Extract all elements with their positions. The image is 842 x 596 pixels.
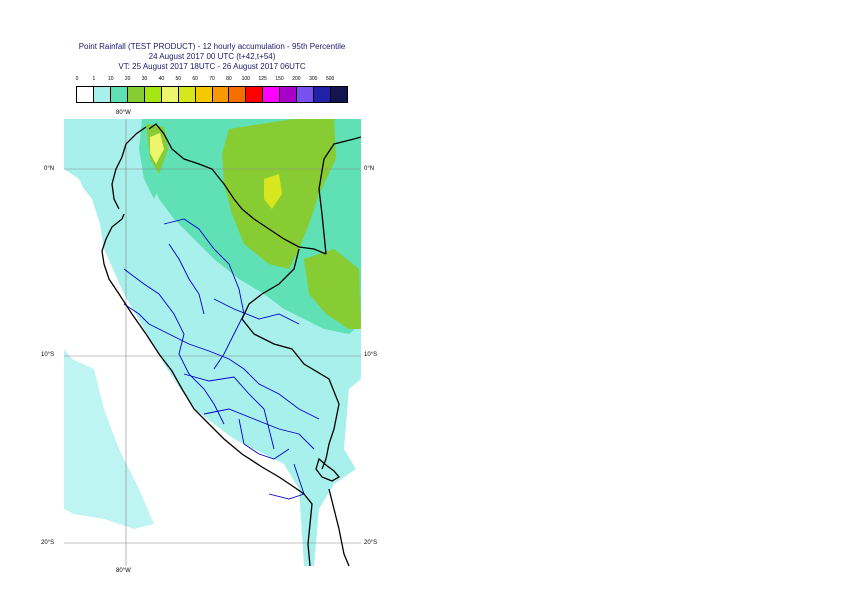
rainfall-map (64, 119, 362, 567)
legend-swatch-12 (280, 87, 298, 102)
national-border-east (318, 136, 362, 255)
region-border (238, 418, 290, 460)
lon-label-top: 80°W (116, 110, 131, 116)
legend-label-100: 100 (241, 76, 250, 82)
ecuador-coast (111, 126, 147, 210)
national-border-south (328, 488, 350, 567)
rain-band-intense (150, 133, 164, 164)
rain-band-light-west (64, 349, 154, 529)
legend-swatch-5 (161, 87, 179, 102)
lat-label-left-20: 20°S (41, 540, 55, 546)
legend-label-500: 500 (325, 76, 335, 82)
color-legend: 0 1 10 20 30 40 50 60 70 80 100 125 150 200 300 500 (76, 76, 366, 103)
legend-swatch-2 (110, 87, 128, 102)
region-border (168, 243, 205, 315)
legend-label-1: 1 (92, 76, 96, 82)
region-border (163, 218, 245, 370)
rain-band-intense-east (264, 174, 282, 209)
title-line-1: Point Rainfall (TEST PRODUCT) - 12 hourl… (78, 42, 346, 51)
legend-swatch-7 (195, 87, 213, 102)
lon-label-bottom: 80°W (116, 568, 131, 574)
legend-swatch-1 (93, 87, 111, 102)
legend-label-125: 125 (258, 76, 267, 82)
region-border (183, 373, 275, 450)
coastline (101, 213, 313, 567)
region-border (148, 323, 320, 420)
legend-swatch-15 (331, 87, 347, 102)
legend-label-150: 150 (275, 76, 284, 82)
lat-label-right-10: 10°S (364, 352, 378, 358)
title-line-3: VT: 25 August 2017 18UTC - 26 August 201… (118, 62, 306, 71)
lat-label-left-0: 0°N (44, 166, 55, 172)
region-border (123, 268, 225, 425)
legend-swatch-14 (314, 87, 332, 102)
region-border (123, 303, 150, 325)
rainfall-field (64, 119, 361, 566)
coastline-and-national-borders (101, 123, 362, 567)
legend-swatch-10 (246, 87, 264, 102)
lat-label-right-0: 0°N (364, 166, 375, 172)
legend-swatch-13 (297, 87, 315, 102)
legend-label-40: 40 (158, 76, 165, 82)
legend-label-30: 30 (141, 76, 148, 82)
lat-label-right-20: 20°S (364, 540, 378, 546)
legend-swatch-11 (263, 87, 281, 102)
legend-swatch-0 (77, 87, 94, 102)
legend-swatches (76, 86, 348, 103)
map-title: Point Rainfall (TEST PRODUCT) - 12 hourl… (0, 42, 424, 72)
map-svg (64, 119, 362, 567)
legend-label-0: 0 (75, 76, 79, 82)
legend-swatch-6 (178, 87, 196, 102)
legend-swatch-9 (229, 87, 247, 102)
legend-label-60: 60 (192, 76, 198, 82)
legend-label-300: 300 (309, 76, 318, 82)
legend-label-20: 20 (124, 76, 131, 82)
legend-label-10: 10 (107, 76, 114, 82)
national-border-southeast (241, 248, 340, 470)
titicaca-border (315, 457, 340, 482)
graticule (64, 119, 361, 566)
legend-swatch-3 (127, 87, 145, 102)
title-line-2: 24 August 2017 00 UTC (t+42,t+54) (148, 52, 276, 61)
rain-band-heavy-east (304, 249, 361, 329)
legend-labels: 0 1 10 20 30 40 50 60 70 80 100 125 150 200 300 500 (76, 76, 366, 85)
region-border (203, 408, 315, 450)
lat-label-left-10: 10°S (41, 352, 55, 358)
legend-swatch-4 (144, 87, 162, 102)
legend-label-50: 50 (175, 76, 182, 82)
legend-swatch-8 (212, 87, 230, 102)
legend-label-200: 200 (292, 76, 301, 82)
legend-label-80: 80 (226, 76, 232, 82)
legend-label-70: 70 (209, 76, 215, 82)
region-border (213, 298, 300, 325)
national-border-north (148, 123, 327, 255)
